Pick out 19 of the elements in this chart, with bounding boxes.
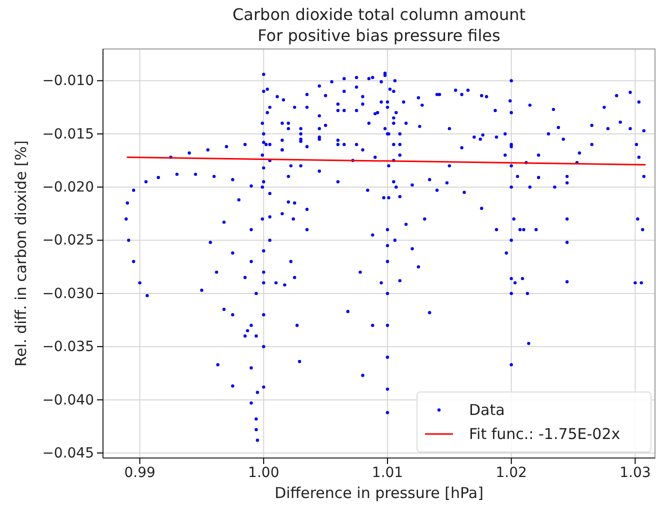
x-tick-label: 1.00 xyxy=(248,464,280,481)
y-axis-title: Rel. diff. in carbon dioxide [%] xyxy=(12,140,30,367)
x-tick-label: 1.02 xyxy=(496,464,527,481)
x-tick-label: 1.01 xyxy=(372,464,404,481)
y-tick-label: −0.040 xyxy=(42,392,94,408)
y-tick-label: −0.030 xyxy=(42,286,94,302)
y-tick-label: −0.020 xyxy=(42,180,94,196)
x-tick-label: 1.03 xyxy=(620,464,651,481)
y-tick-label: −0.045 xyxy=(42,445,94,462)
y-tick-label: −0.010 xyxy=(42,73,94,90)
x-tick-label: 0.99 xyxy=(124,464,156,481)
chart-title: Carbon dioxide total column amount xyxy=(232,5,526,24)
x-axis-title: Difference in pressure [hPa] xyxy=(274,484,484,502)
legend-label: Fit func.: -1.75E-02x xyxy=(469,425,620,443)
chart-subtitle: For positive bias pressure files xyxy=(258,26,500,45)
y-tick-label: −0.035 xyxy=(42,339,94,356)
y-tick-label: −0.015 xyxy=(42,126,94,142)
legend-label: Data xyxy=(469,401,505,419)
y-tick-label: −0.025 xyxy=(42,232,94,249)
